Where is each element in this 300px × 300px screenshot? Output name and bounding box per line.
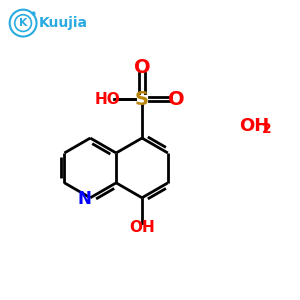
Text: HO: HO xyxy=(95,92,121,107)
Text: Kuujia: Kuujia xyxy=(39,16,88,30)
Text: K: K xyxy=(19,18,27,28)
Text: OH: OH xyxy=(240,117,270,135)
Text: O: O xyxy=(168,90,185,109)
Text: 2: 2 xyxy=(262,122,272,136)
Text: O: O xyxy=(134,58,150,77)
Text: N: N xyxy=(78,190,92,208)
Text: OH: OH xyxy=(129,220,155,235)
Text: S: S xyxy=(135,90,149,109)
